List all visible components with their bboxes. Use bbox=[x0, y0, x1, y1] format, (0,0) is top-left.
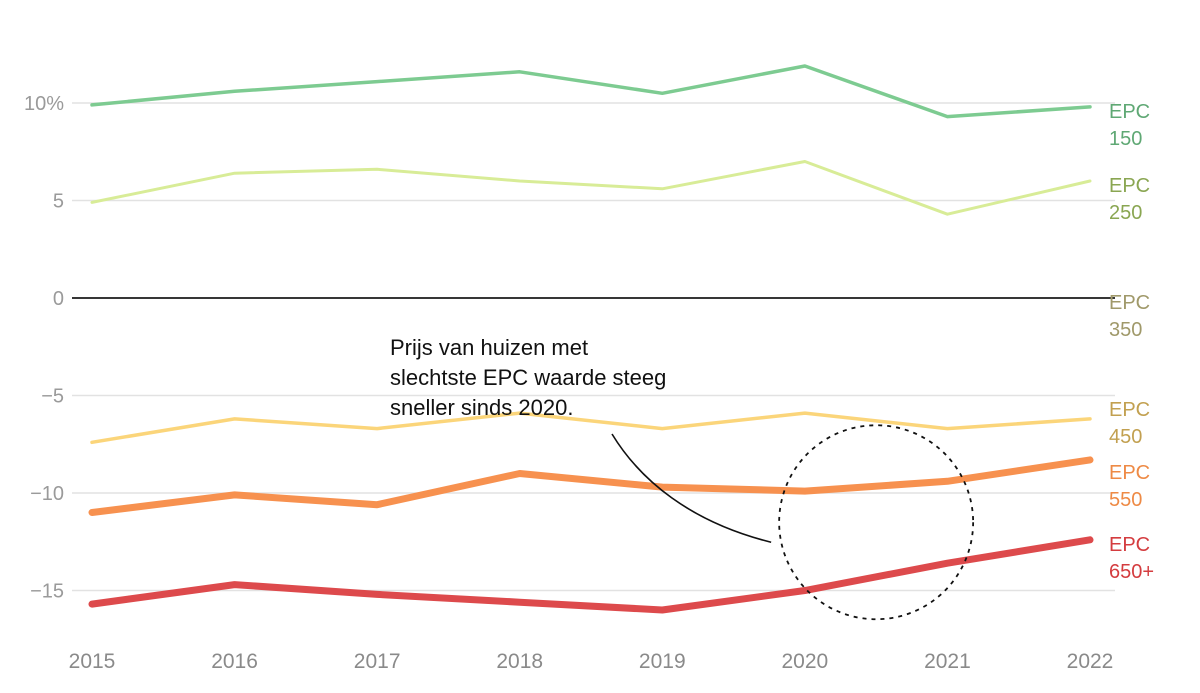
series-label-5-line-1: 650+ bbox=[1109, 561, 1154, 583]
x-tick-label: 2018 bbox=[496, 650, 543, 673]
x-tick-label: 2017 bbox=[354, 650, 401, 673]
annotation: Prijs van huizen met slechtste EPC waard… bbox=[390, 335, 975, 621]
y-tick-label: 0 bbox=[53, 288, 64, 310]
annotation-highlight-circle bbox=[778, 424, 975, 621]
series-label-0-line-1: 150 bbox=[1109, 128, 1142, 150]
series-label-1-line-1: 250 bbox=[1109, 202, 1142, 224]
x-tick-label: 2019 bbox=[639, 650, 686, 673]
x-tick-label: 2016 bbox=[211, 650, 258, 673]
annotation-connector bbox=[611, 433, 772, 544]
y-tick-label: 5 bbox=[53, 191, 64, 213]
series-line-1 bbox=[90, 160, 1092, 216]
y-tick-label: 10% bbox=[24, 93, 64, 115]
series-label-3-line-1: 450 bbox=[1109, 426, 1142, 448]
series-line-4 bbox=[88, 456, 1094, 516]
y-tick-label: −5 bbox=[41, 386, 64, 408]
x-tick-label: 2022 bbox=[1067, 650, 1114, 673]
annotation-line-1: Prijs van huizen met bbox=[390, 335, 588, 360]
series-label-4-line-0: EPC bbox=[1109, 462, 1150, 484]
y-tick-label: −10 bbox=[30, 483, 64, 505]
x-tick-label: 2020 bbox=[781, 650, 828, 673]
series-label-2-line-0: EPC bbox=[1109, 292, 1150, 314]
annotation-text: Prijs van huizen met slechtste EPC waard… bbox=[390, 335, 673, 420]
series-labels: EPC 150 EPC 250 EPC 350 EPC 450 EPC 550 EPC 650+ bbox=[1109, 101, 1154, 583]
series-label-2-line-1: 350 bbox=[1109, 319, 1142, 341]
x-axis-ticks: 2015 2016 2017 2018 2019 2020 2021 2022 bbox=[69, 650, 1114, 673]
series-lines bbox=[88, 64, 1094, 614]
series-line-0 bbox=[90, 64, 1092, 119]
x-tick-label: 2015 bbox=[69, 650, 116, 673]
series-line-3 bbox=[90, 411, 1092, 445]
y-axis-ticks: 10% 5 0 −5 −10 −15 bbox=[24, 93, 64, 603]
annotation-line-3: sneller sinds 2020. bbox=[390, 395, 573, 420]
x-tick-label: 2021 bbox=[924, 650, 971, 673]
series-label-3-line-0: EPC bbox=[1109, 399, 1150, 421]
series-label-5-line-0: EPC bbox=[1109, 534, 1150, 556]
series-label-4-line-1: 550 bbox=[1109, 489, 1142, 511]
series-label-0-line-0: EPC bbox=[1109, 101, 1150, 123]
annotation-line-2: slechtste EPC waarde steeg bbox=[390, 365, 666, 390]
y-tick-label: −15 bbox=[30, 581, 64, 603]
series-line-5 bbox=[88, 536, 1094, 614]
series-label-1-line-0: EPC bbox=[1109, 175, 1150, 197]
